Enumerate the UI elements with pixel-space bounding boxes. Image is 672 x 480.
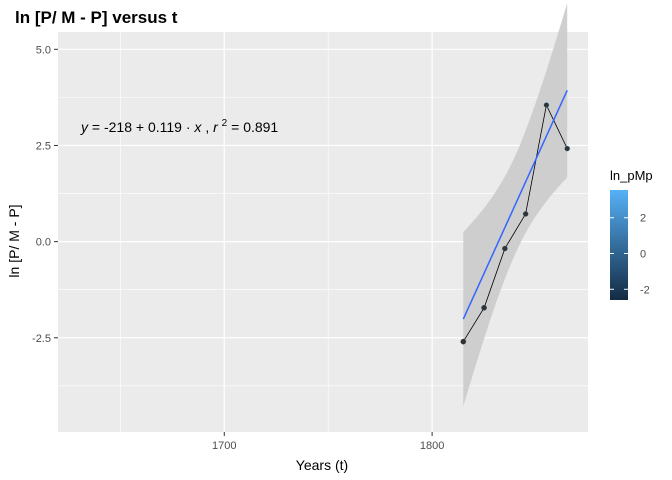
y-axis-title: ln [P/ M - P]: [6, 204, 22, 277]
eq-comma: ,: [205, 119, 213, 135]
data-point: [522, 211, 529, 217]
minor-gridlines: [58, 32, 588, 432]
eq-y-var: y: [80, 119, 89, 135]
x-axis-ticks: 1700 1800: [212, 432, 444, 452]
y-axis-ticks: -2.5 0.0 2.5 5.0: [32, 44, 58, 345]
y-tick-label: 5.0: [36, 44, 51, 56]
eq-plus: +: [136, 119, 148, 135]
legend-title: ln_pMp: [610, 168, 653, 183]
eq-r-sup: 2: [222, 118, 228, 129]
regression-equation: y = -218 + 0.119 · x , r 2 = 0.891: [80, 113, 278, 135]
eq-equals: =: [92, 119, 104, 135]
data-point: [481, 305, 487, 311]
data-path-line: [462, 103, 568, 342]
legend-tick-label: 2: [640, 213, 646, 225]
legend-tick-label: -2: [640, 284, 650, 296]
eq-slope: 0.119: [148, 119, 182, 135]
data-point: [460, 338, 467, 345]
data-points: [460, 102, 570, 345]
data-point: [564, 145, 570, 152]
y-tick-label: 2.5: [36, 140, 51, 152]
data-point: [502, 245, 508, 252]
regression-line: [462, 89, 568, 320]
eq-dot: ·: [186, 119, 195, 135]
eq-r2-value: 0.891: [243, 119, 278, 135]
legend-colorbar: [610, 190, 628, 300]
eq-r-equals: =: [231, 119, 243, 135]
legend: ln_pMp 2 0 -2: [610, 168, 653, 300]
y-tick-label: 0.0: [36, 237, 51, 249]
x-tick-label: 1800: [420, 440, 444, 452]
legend-ticks: 2 0 -2: [610, 213, 650, 296]
eq-x-var: x: [193, 119, 202, 135]
x-tick-label: 1700: [212, 440, 236, 452]
eq-r-label: r: [213, 119, 219, 135]
data-point: [543, 102, 550, 108]
y-tick-label: -2.5: [32, 333, 51, 345]
chart-title: ln [P/ M - P] versus t: [15, 8, 178, 27]
eq-intercept: -218: [104, 119, 132, 135]
x-axis-title: Years (t): [296, 457, 348, 473]
legend-tick-label: 0: [640, 248, 646, 260]
